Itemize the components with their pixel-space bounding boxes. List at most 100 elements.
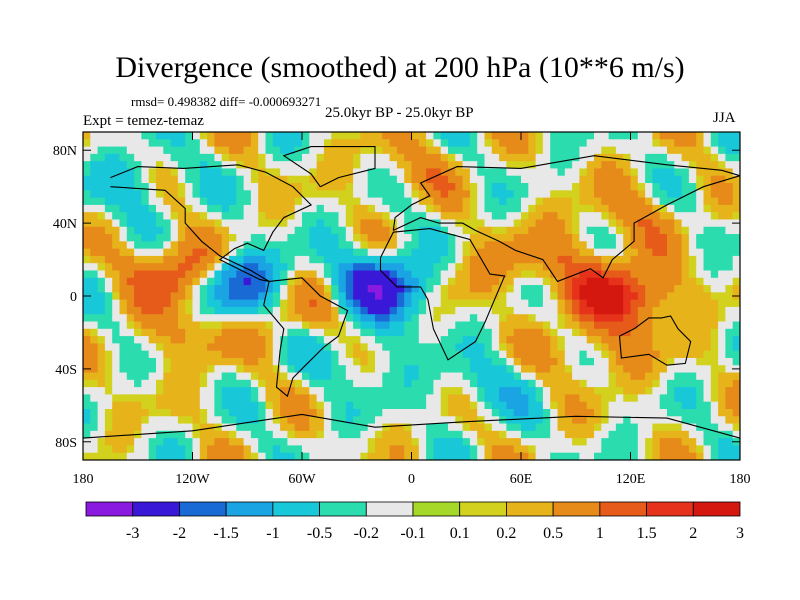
map-cell bbox=[477, 190, 486, 199]
map-cell bbox=[141, 401, 150, 410]
map-cell bbox=[199, 263, 208, 272]
map-cell bbox=[156, 401, 164, 410]
map-cell bbox=[506, 350, 515, 359]
map-cell bbox=[382, 175, 391, 184]
map-cell bbox=[156, 190, 164, 199]
map-cell bbox=[521, 321, 529, 330]
map-cell bbox=[83, 394, 91, 403]
map-cell bbox=[579, 401, 588, 410]
map-cell bbox=[637, 394, 646, 403]
map-cell bbox=[667, 452, 675, 460]
map-cell bbox=[170, 408, 179, 417]
map-cell bbox=[630, 277, 639, 286]
map-cell bbox=[542, 365, 551, 374]
map-cell bbox=[418, 234, 427, 242]
map-cell bbox=[83, 263, 91, 272]
map-cell bbox=[148, 161, 157, 170]
map-cell bbox=[353, 408, 361, 417]
map-cell bbox=[207, 255, 215, 264]
map-cell bbox=[659, 270, 668, 279]
map-cell bbox=[280, 226, 288, 235]
map-cell bbox=[404, 336, 413, 344]
map-cell bbox=[506, 263, 515, 272]
map-cell bbox=[710, 161, 719, 170]
map-cell bbox=[718, 263, 726, 272]
map-cell bbox=[199, 277, 208, 286]
map-cell bbox=[250, 285, 259, 293]
map-cell bbox=[119, 263, 128, 272]
map-cell bbox=[535, 306, 544, 315]
map-cell bbox=[90, 197, 99, 206]
map-cell bbox=[207, 401, 215, 410]
map-cell bbox=[353, 161, 361, 170]
map-cell bbox=[367, 372, 376, 381]
map-cell bbox=[272, 161, 281, 170]
map-cell bbox=[448, 255, 456, 264]
map-cell bbox=[652, 190, 661, 199]
map-cell bbox=[601, 306, 610, 315]
map-cell bbox=[411, 350, 420, 359]
map-cell bbox=[97, 416, 106, 425]
map-cell bbox=[382, 197, 391, 206]
map-cell bbox=[630, 146, 639, 155]
map-cell bbox=[170, 248, 179, 257]
map-cell bbox=[572, 153, 580, 162]
map-cell bbox=[688, 139, 697, 148]
map-field bbox=[83, 132, 740, 460]
map-cell bbox=[353, 183, 361, 191]
map-cell bbox=[323, 408, 332, 417]
map-cell bbox=[280, 408, 288, 417]
map-cell bbox=[243, 372, 252, 381]
map-cell bbox=[725, 285, 734, 293]
map-cell bbox=[207, 306, 215, 315]
map-cell bbox=[659, 445, 668, 454]
map-cell bbox=[667, 226, 675, 235]
map-cell bbox=[302, 146, 310, 155]
map-cell bbox=[579, 175, 588, 184]
map-cell bbox=[265, 241, 274, 250]
map-cell bbox=[630, 139, 639, 148]
map-cell bbox=[440, 394, 449, 403]
map-cell bbox=[615, 408, 624, 417]
map-cell bbox=[214, 357, 223, 366]
map-cell bbox=[659, 248, 668, 257]
map-cell bbox=[703, 219, 712, 228]
map-cell bbox=[659, 401, 668, 410]
map-cell bbox=[236, 277, 245, 286]
map-cell bbox=[572, 197, 580, 206]
map-cell bbox=[294, 190, 303, 199]
map-cell bbox=[703, 452, 712, 460]
map-cell bbox=[236, 416, 245, 425]
colorbar-label: -0.5 bbox=[307, 525, 332, 542]
map-cell bbox=[192, 226, 201, 235]
map-cell bbox=[703, 365, 712, 374]
map-cell bbox=[659, 197, 668, 206]
map-cell bbox=[229, 139, 237, 148]
map-cell bbox=[696, 226, 705, 235]
map-cell bbox=[557, 241, 566, 250]
map-cell bbox=[557, 255, 566, 264]
map-cell bbox=[557, 248, 566, 257]
map-cell bbox=[97, 394, 106, 403]
map-cell bbox=[615, 357, 624, 366]
map-cell bbox=[557, 153, 566, 162]
map-cell bbox=[163, 336, 172, 344]
map-cell bbox=[382, 277, 391, 286]
map-cell bbox=[272, 328, 281, 337]
map-cell bbox=[185, 219, 194, 228]
map-cell bbox=[491, 132, 500, 140]
map-cell bbox=[477, 132, 486, 140]
map-cell bbox=[667, 336, 675, 344]
map-cell bbox=[659, 357, 668, 366]
map-cell bbox=[214, 270, 223, 279]
map-cell bbox=[104, 350, 113, 359]
map-cell bbox=[433, 336, 442, 344]
map-cell bbox=[528, 190, 537, 199]
map-cell bbox=[484, 277, 493, 286]
map-cell bbox=[309, 226, 318, 235]
map-cell bbox=[440, 423, 449, 432]
map-cell bbox=[404, 379, 413, 388]
map-cell bbox=[572, 226, 580, 235]
map-cell bbox=[236, 343, 245, 352]
map-cell bbox=[294, 204, 303, 213]
